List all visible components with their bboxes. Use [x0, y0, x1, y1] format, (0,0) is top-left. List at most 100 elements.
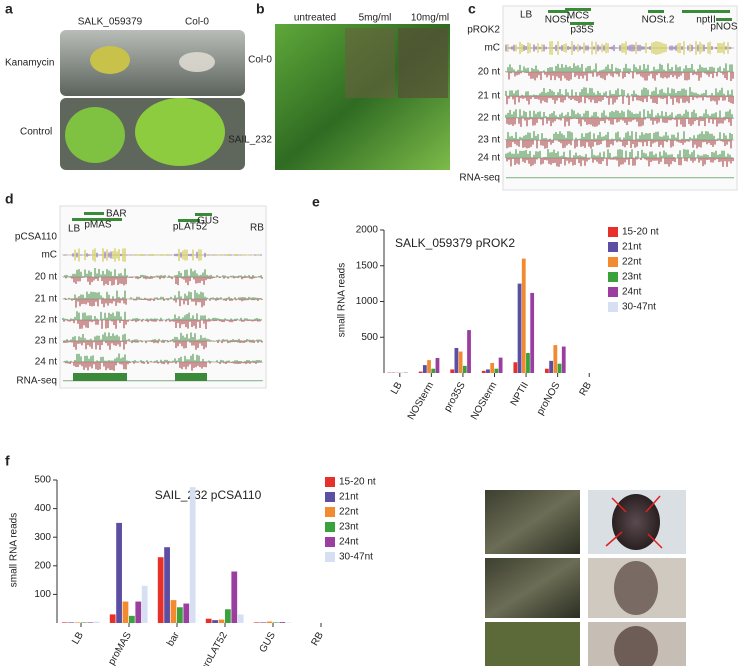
photo-detail — [398, 28, 448, 98]
track-signal — [173, 380, 175, 381]
track-signal — [724, 177, 726, 178]
bar — [129, 615, 135, 623]
track-signal — [582, 177, 584, 178]
track-signal — [596, 177, 598, 178]
track-signal — [107, 373, 109, 381]
track-signal — [197, 373, 199, 381]
track-signal — [65, 380, 67, 381]
legend-label: 24nt — [339, 537, 359, 548]
legend-swatch — [325, 522, 335, 532]
track-signal — [157, 380, 159, 381]
track-signal — [536, 177, 538, 178]
track-label: mC — [41, 250, 57, 261]
track-signal — [656, 177, 658, 178]
legend-label: 22nt — [339, 507, 359, 518]
track-label: RNA-seq — [16, 376, 57, 387]
track-label: mC — [484, 43, 500, 54]
feature — [72, 218, 122, 221]
track-signal — [562, 177, 564, 178]
photo — [60, 30, 245, 96]
feature — [565, 8, 591, 11]
track-label: 23 nt — [478, 135, 500, 146]
track-signal — [606, 177, 608, 178]
track-label: 24 nt — [478, 153, 500, 164]
track-signal — [602, 177, 604, 178]
feature-label: BAR — [106, 209, 127, 220]
track-signal — [558, 177, 560, 178]
chart-title: SALK_059379 pROK2 — [395, 236, 515, 250]
track-signal — [576, 177, 578, 178]
feature-label: p35S — [570, 25, 594, 36]
bar — [68, 622, 74, 623]
bar — [462, 365, 467, 373]
bar — [427, 360, 431, 373]
track-signal — [243, 380, 245, 381]
track-signal — [207, 380, 209, 381]
track-signal — [257, 380, 259, 381]
track-signal — [620, 177, 622, 178]
track-signal — [245, 380, 247, 381]
y-tick-label: 100 — [34, 589, 51, 600]
feature-label: MCS — [567, 11, 590, 22]
legend-label: 30-47nt — [622, 302, 656, 313]
track-label: 20 nt — [478, 67, 500, 78]
legend-label: 21nt — [339, 492, 359, 503]
track-signal — [614, 177, 616, 178]
track-signal — [568, 177, 570, 178]
track-signal — [580, 177, 582, 178]
track-signal — [588, 177, 590, 178]
x-tick-label: bar — [165, 630, 182, 649]
y-axis-label: small RNA reads — [337, 263, 348, 337]
feature-label: pLAT52 — [173, 222, 208, 233]
track-signal — [129, 380, 131, 381]
track-signal — [654, 177, 656, 178]
track-signal — [231, 380, 233, 381]
bar — [183, 603, 190, 623]
bar — [557, 363, 562, 373]
bar — [225, 609, 231, 623]
track-signal — [185, 373, 187, 381]
y-tick-label: 1000 — [356, 296, 379, 307]
track-signal — [520, 177, 522, 178]
track-signal — [676, 177, 678, 178]
track-signal — [201, 373, 203, 381]
track-signal — [253, 380, 255, 381]
bar — [553, 345, 558, 373]
legend-swatch — [608, 272, 618, 282]
browser-frame — [502, 5, 738, 191]
bar — [498, 357, 503, 373]
track-signal — [123, 373, 125, 381]
track-signal — [692, 177, 694, 178]
track-signal — [570, 177, 572, 178]
bar — [435, 357, 440, 373]
column-label: Col-0 — [185, 17, 209, 28]
track-signal — [115, 373, 117, 381]
track-signal — [179, 373, 181, 381]
track-signal — [548, 177, 550, 178]
photo-detail — [179, 52, 215, 72]
track-signal — [674, 177, 676, 178]
legend-swatch — [608, 302, 618, 312]
track-signal — [111, 373, 113, 381]
bar — [164, 547, 170, 623]
feature-label: NOSt — [545, 15, 570, 26]
track-signal — [640, 177, 642, 178]
arrow — [647, 533, 663, 549]
track-signal — [608, 177, 610, 178]
y-tick-label: 400 — [34, 503, 51, 514]
y-tick-label: 1500 — [356, 260, 379, 271]
photo-detail — [614, 561, 658, 615]
track-signal — [161, 380, 163, 381]
row-label: Kanamycin — [5, 58, 54, 69]
chart-title: SAIL_232 pCSA110 — [155, 488, 262, 502]
track-signal — [183, 373, 185, 381]
track-signal — [139, 380, 141, 381]
track-signal — [251, 380, 253, 381]
bar — [486, 369, 490, 373]
track-signal — [255, 380, 257, 381]
track-signal — [221, 380, 223, 381]
track-signal — [127, 380, 129, 381]
photo — [485, 622, 580, 666]
track-signal — [662, 177, 664, 178]
track-signal — [564, 177, 566, 178]
